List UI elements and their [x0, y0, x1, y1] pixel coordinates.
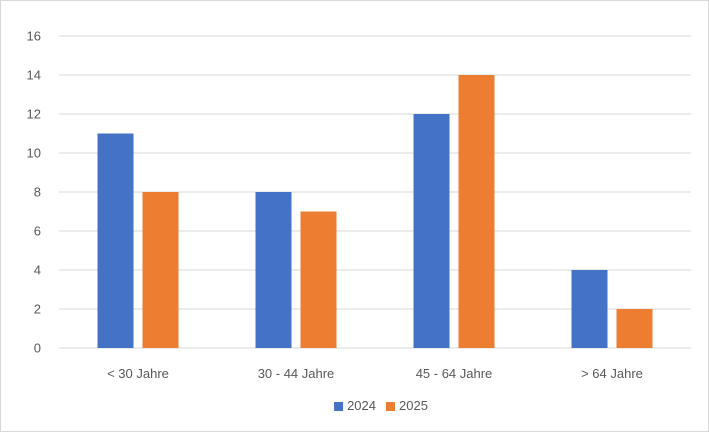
y-tick-label: 14: [27, 68, 41, 83]
x-category-label: < 30 Jahre: [107, 366, 169, 381]
y-tick-label: 6: [34, 224, 41, 239]
y-tick-label: 8: [34, 185, 41, 200]
legend-swatch-2025: [386, 402, 395, 411]
y-tick-label: 2: [34, 302, 41, 317]
bar-2024-2: [413, 114, 450, 348]
legend-swatch-2024: [334, 402, 344, 411]
bar-2025-2: [458, 75, 495, 348]
x-category-label: > 64 Jahre: [581, 366, 643, 381]
bar-2024-3: [571, 270, 608, 348]
legend: 2024 2025: [334, 398, 428, 413]
y-tick-label: 4: [34, 263, 41, 278]
legend-label: 2025: [399, 398, 428, 413]
y-tick-label: 16: [27, 29, 41, 44]
bar-2025-3: [616, 309, 653, 348]
x-category-label: 30 - 44 Jahre: [258, 366, 335, 381]
bar-2025-1: [300, 211, 337, 348]
bar-2024-0: [97, 133, 134, 348]
y-tick-label: 12: [27, 107, 41, 122]
bars: [97, 75, 653, 348]
legend-label: 2024: [347, 398, 376, 413]
y-tick-label: 10: [27, 146, 41, 161]
x-axis-labels: < 30 Jahre 30 - 44 Jahre 45 - 64 Jahre > 64…: [107, 366, 643, 381]
bar-2024-1: [255, 192, 292, 348]
x-category-label: 45 - 64 Jahre: [416, 366, 493, 381]
y-axis-ticks: 0 2 4 6 8 10 12 14 16: [27, 29, 41, 356]
y-tick-label: 0: [34, 341, 41, 356]
bar-2025-0: [142, 192, 179, 348]
